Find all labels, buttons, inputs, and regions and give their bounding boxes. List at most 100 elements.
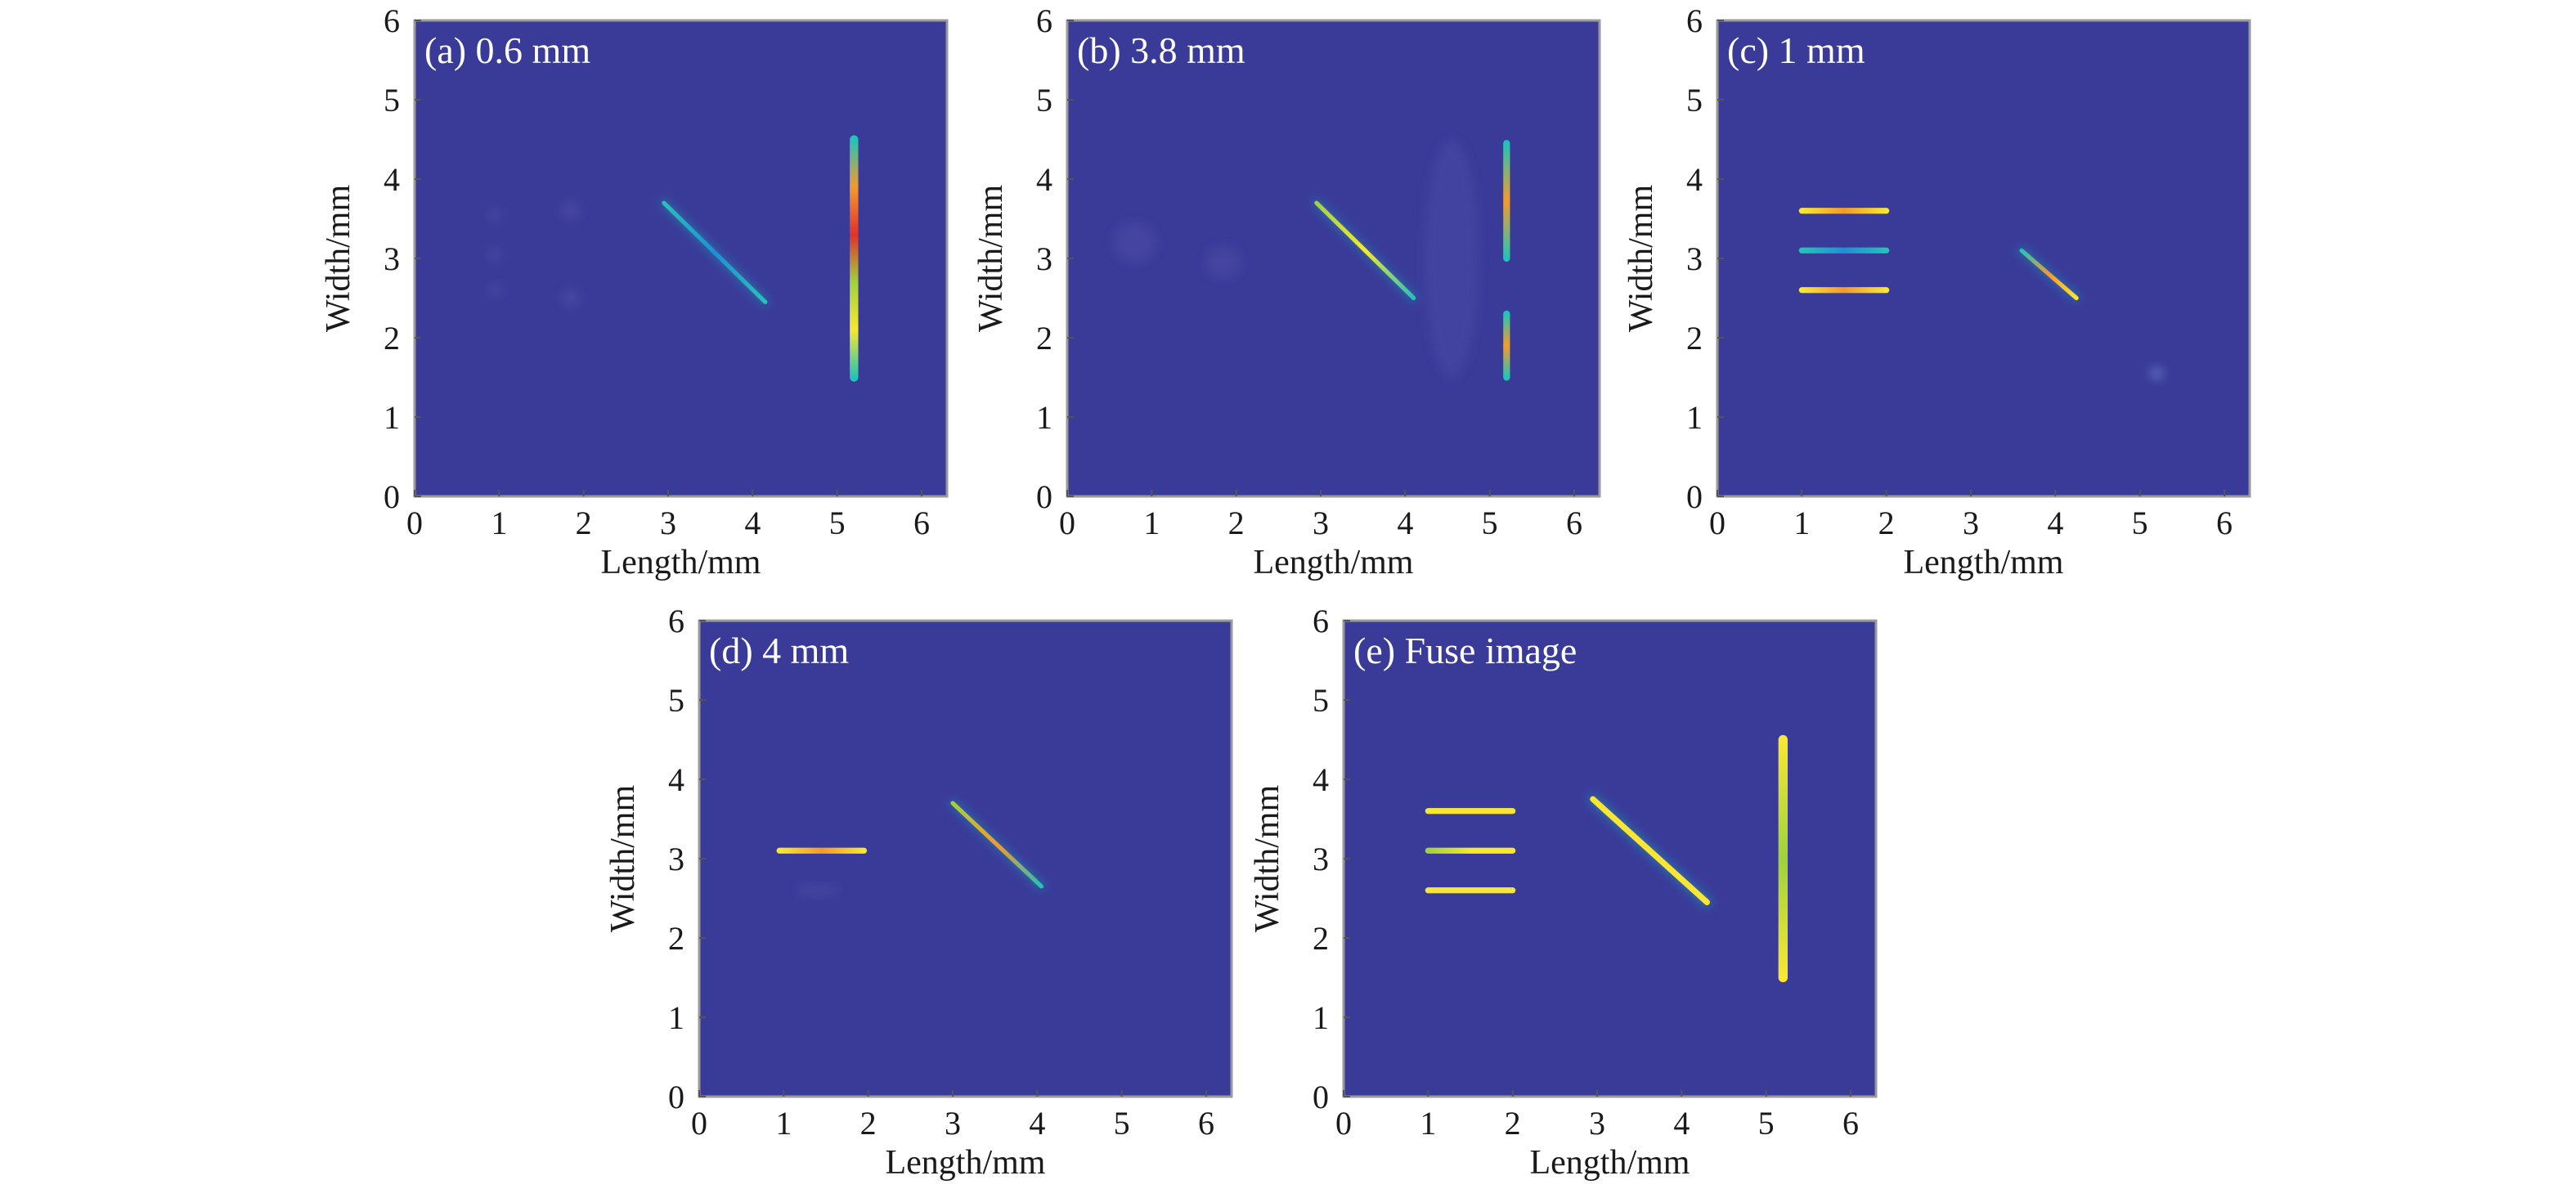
y-tick-label: 0	[1036, 478, 1052, 515]
x-tick-label: 4	[1029, 1105, 1045, 1142]
y-tick-label: 6	[1686, 2, 1703, 39]
x-axis-label: Length/mm	[886, 1144, 1046, 1182]
x-tick-label: 0	[1059, 505, 1075, 541]
x-tick-label: 1	[1420, 1105, 1436, 1142]
x-tick-label: 2	[1228, 505, 1245, 541]
heatmap-line	[1590, 796, 1710, 905]
y-tick-label: 3	[1686, 240, 1703, 277]
y-tick-label: 3	[1036, 240, 1052, 277]
x-tick-label: 3	[945, 1105, 961, 1142]
heatmap-blob	[1206, 246, 1241, 279]
y-axis-label: Width/mm	[604, 785, 642, 933]
panel-0: 0 1 2 3 4 5 6 0 1 2 3 4 5 6 Length/mm Width/mm (a) 0.6 m…	[320, 2, 949, 581]
heatmap-blob	[488, 249, 501, 260]
x-tick-label: 3	[1589, 1105, 1605, 1142]
y-tick-label: 5	[384, 82, 400, 119]
heatmap-background	[699, 621, 1232, 1097]
x-tick-label: 5	[1758, 1105, 1775, 1142]
heatmap-features	[1422, 730, 1793, 987]
y-tick-label: 5	[1036, 82, 1052, 119]
y-tick-label: 2	[1686, 320, 1703, 357]
heatmap-line	[662, 200, 768, 304]
panel-1: 0 1 2 3 4 5 6 0 1 2 3 4 5 6 Length/mm Width/mm (b) 3.8 m…	[972, 2, 1601, 581]
y-axis-label: Width/mm	[1622, 185, 1660, 333]
heatmap-background	[1717, 20, 2250, 496]
x-tick-label: 0	[1335, 1105, 1352, 1142]
heatmap-blob	[2150, 366, 2164, 380]
y-tick-label: 4	[668, 761, 684, 798]
y-tick-label: 3	[668, 841, 684, 877]
x-tick-label: 4	[1397, 505, 1413, 541]
y-tick-label: 2	[384, 320, 400, 357]
y-tick-label: 5	[1313, 682, 1329, 719]
x-tick-label: 5	[1114, 1105, 1130, 1142]
heatmap-blob	[796, 885, 839, 895]
y-tick-label: 6	[1313, 603, 1329, 639]
x-tick-label: 6	[1198, 1105, 1214, 1142]
panel-label: (d) 4 mm	[709, 630, 849, 671]
x-tick-label: 6	[1842, 1105, 1859, 1142]
y-tick-label: 2	[668, 920, 684, 957]
heatmap-blob	[488, 209, 501, 221]
panel-label: (a) 0.6 mm	[424, 29, 590, 71]
panel-label: (e) Fuse image	[1353, 630, 1577, 671]
x-tick-label: 5	[2132, 505, 2148, 541]
x-tick-label: 2	[860, 1105, 877, 1142]
heatmap-background	[1344, 621, 1876, 1097]
y-tick-label: 4	[384, 161, 400, 198]
x-tick-label: 6	[913, 505, 930, 541]
y-tick-label: 3	[384, 240, 400, 277]
heatmap-features	[1113, 137, 1514, 384]
y-tick-label: 0	[1313, 1079, 1329, 1115]
heatmap-features	[774, 799, 1046, 895]
y-tick-label: 6	[668, 603, 684, 639]
x-tick-label: 2	[576, 505, 592, 541]
panel-2: 0 1 2 3 4 5 6 0 1 2 3 4 5 6 Length/mm Width/mm (c) 1 mm	[1622, 2, 2251, 581]
y-tick-label: 1	[384, 399, 400, 436]
heatmap-blob	[1425, 139, 1479, 378]
x-tick-label: 0	[691, 1105, 707, 1142]
heatmap-line	[950, 801, 1044, 889]
x-tick-label: 1	[1143, 505, 1160, 541]
heatmap-features	[1796, 204, 2164, 380]
y-tick-label: 4	[1313, 761, 1329, 798]
x-tick-label: 6	[1566, 505, 1582, 541]
y-tick-label: 1	[668, 999, 684, 1036]
y-tick-label: 0	[384, 478, 400, 515]
x-tick-label: 4	[744, 505, 761, 541]
y-tick-label: 6	[1036, 2, 1052, 39]
x-tick-label: 4	[1673, 1105, 1690, 1142]
y-tick-label: 4	[1036, 161, 1052, 198]
x-tick-label: 3	[660, 505, 676, 541]
y-tick-label: 0	[668, 1079, 684, 1115]
heatmap-blob	[1113, 222, 1156, 262]
panel-label: (b) 3.8 mm	[1077, 29, 1245, 71]
x-tick-label: 4	[2047, 505, 2063, 541]
heatmap-line	[1314, 200, 1416, 301]
y-axis-label: Width/mm	[1249, 785, 1286, 933]
x-tick-label: 1	[775, 1105, 792, 1142]
y-axis-label: Width/mm	[972, 185, 1010, 333]
x-tick-label: 1	[491, 505, 507, 541]
x-tick-label: 0	[406, 505, 423, 541]
y-axis-label: Width/mm	[320, 185, 357, 333]
x-tick-label: 3	[1313, 505, 1329, 541]
x-tick-label: 3	[1963, 505, 1979, 541]
x-axis-label: Length/mm	[1254, 544, 1414, 581]
heatmap-blob	[562, 203, 580, 219]
heatmap-blob	[562, 289, 580, 307]
y-tick-label: 4	[1686, 161, 1703, 198]
y-tick-label: 0	[1686, 478, 1703, 515]
x-tick-label: 2	[1505, 1105, 1521, 1142]
x-tick-label: 5	[829, 505, 846, 541]
panel-4: 0 1 2 3 4 5 6 0 1 2 3 4 5 6 Length/mm Width/mm (e) Fuse …	[1249, 603, 1878, 1182]
y-tick-label: 3	[1313, 841, 1329, 877]
y-tick-label: 1	[1313, 999, 1329, 1036]
y-tick-label: 5	[1686, 82, 1703, 119]
x-tick-label: 1	[1793, 505, 1810, 541]
x-tick-label: 6	[2216, 505, 2233, 541]
y-tick-label: 2	[1313, 920, 1329, 957]
y-tick-label: 1	[1686, 399, 1703, 436]
heatmap-features	[488, 131, 863, 386]
